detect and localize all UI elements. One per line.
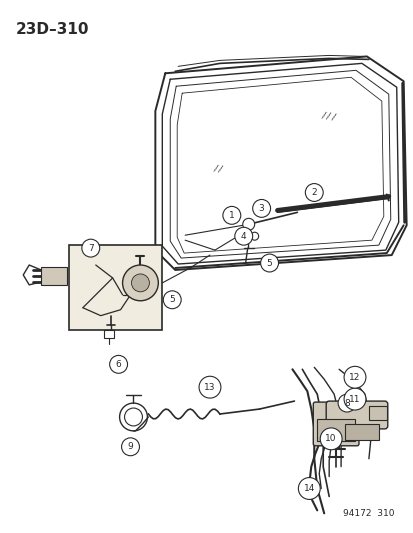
Text: 2: 2 [311,188,316,197]
Text: 9: 9 [127,442,133,451]
Text: 3: 3 [258,204,264,213]
Text: 12: 12 [349,373,360,382]
Text: 94172  310: 94172 310 [342,510,394,518]
Text: / /: / / [213,164,222,174]
Text: 4: 4 [240,232,246,241]
Circle shape [320,428,341,450]
Text: / / /: / / / [321,110,336,122]
Circle shape [163,291,181,309]
Text: 13: 13 [204,383,215,392]
Circle shape [305,183,323,201]
FancyBboxPatch shape [69,245,162,329]
Circle shape [122,265,158,301]
Circle shape [234,227,252,245]
Text: 11: 11 [349,394,360,403]
Text: 1: 1 [228,211,234,220]
FancyBboxPatch shape [325,401,387,429]
Circle shape [199,376,221,398]
Text: 14: 14 [303,484,314,493]
Circle shape [242,219,254,230]
Circle shape [131,274,149,292]
Circle shape [222,206,240,224]
Circle shape [109,356,127,373]
Text: 23D–310: 23D–310 [15,22,88,37]
Circle shape [343,388,365,410]
FancyBboxPatch shape [103,329,113,337]
Text: 8: 8 [343,399,349,408]
Circle shape [252,199,270,217]
Circle shape [260,254,278,272]
Circle shape [337,394,355,412]
Circle shape [250,232,258,240]
Text: 5: 5 [266,259,272,268]
Circle shape [121,438,139,456]
Circle shape [298,478,320,499]
Circle shape [343,366,365,388]
Circle shape [82,239,100,257]
FancyBboxPatch shape [316,419,354,441]
FancyBboxPatch shape [368,406,386,420]
Circle shape [238,231,248,241]
FancyBboxPatch shape [313,402,358,446]
Text: 10: 10 [325,434,336,443]
Text: 7: 7 [88,244,93,253]
Text: 6: 6 [116,360,121,369]
FancyBboxPatch shape [41,267,67,285]
Text: 5: 5 [169,295,175,304]
FancyBboxPatch shape [344,424,378,440]
